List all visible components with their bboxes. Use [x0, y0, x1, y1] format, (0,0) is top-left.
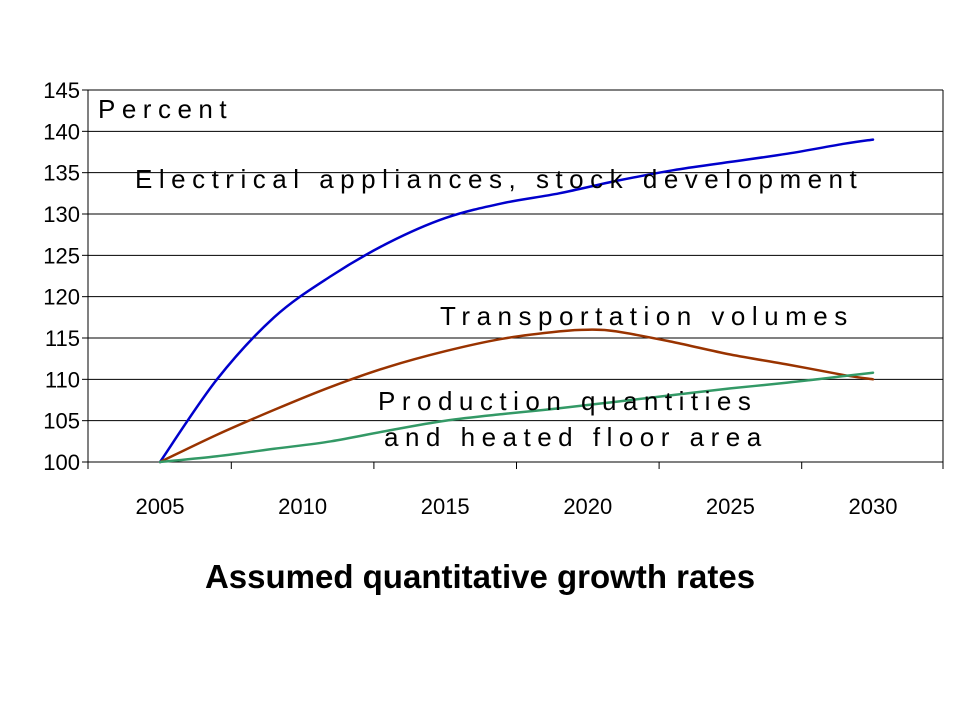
annotation-electrical: Electrical appliances, stock development	[135, 164, 863, 194]
x-tick-label: 2010	[278, 494, 327, 519]
y-tick-label: 140	[43, 119, 80, 144]
y-tick-label: 100	[43, 450, 80, 475]
y-tick-label: 105	[43, 409, 80, 434]
y-tick-label: 130	[43, 202, 80, 227]
x-tick-label: 2020	[563, 494, 612, 519]
x-axis-ticks: 2005 2010 2015 2020 2025 2030	[87, 462, 944, 519]
y-tick-label: 125	[43, 243, 80, 268]
annotation-transportation: Transportation volumes	[440, 301, 854, 331]
series-line-transportation	[158, 328, 875, 464]
y-axis-ticks: 100 105 110 115 120 125 130 135 140 145	[43, 78, 88, 475]
y-tick-label: 110	[45, 367, 80, 392]
x-tick-label: 2005	[136, 494, 185, 519]
series-line-electrical-appliances	[158, 138, 875, 464]
y-tick-label: 145	[43, 78, 80, 103]
series-line-production	[158, 371, 875, 464]
annotation-production-line1: Production quantities	[378, 386, 757, 416]
x-tick-label: 2025	[706, 494, 755, 519]
y-tick-label: 135	[43, 161, 80, 186]
chart-caption: Assumed quantitative growth rates	[204, 558, 756, 595]
y-tick-label: 115	[45, 326, 80, 351]
series-lines	[158, 138, 875, 464]
y-axis-label: Percent	[98, 94, 233, 124]
x-tick-label: 2030	[849, 494, 898, 519]
x-tick-label: 2015	[421, 494, 470, 519]
annotation-production-line2: and heated floor area	[384, 422, 768, 452]
grid-lines	[88, 89, 943, 463]
y-tick-label: 120	[43, 285, 80, 310]
axes	[87, 90, 944, 463]
